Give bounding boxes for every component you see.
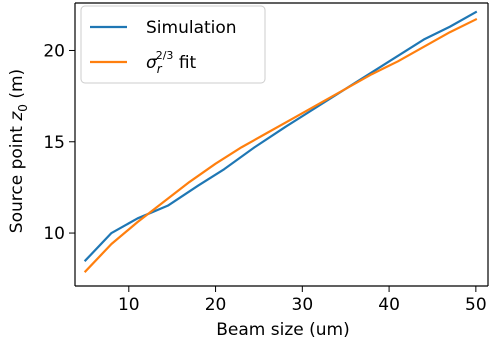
- legend-box: [80, 5, 266, 84]
- y-ticks: 10 15 20: [43, 41, 75, 244]
- y-tick-label: 10: [43, 224, 65, 244]
- x-tick-label: 40: [378, 295, 400, 315]
- legend-fit-sigma: σ: [146, 53, 158, 73]
- legend-label-simulation: Simulation: [146, 18, 237, 38]
- x-tick-label: 10: [118, 295, 140, 315]
- x-ticks: 10 20 30 40 50: [118, 286, 487, 315]
- legend-fit-subscript: r: [157, 62, 163, 76]
- y-axis-label-subscript: 0: [16, 104, 30, 112]
- legend-fit-superscript: 2/3: [156, 49, 174, 62]
- y-tick-label: 15: [43, 133, 65, 153]
- x-axis-label: Beam size (um): [216, 320, 349, 340]
- legend: Simulation σr2/3 fit: [80, 5, 266, 84]
- series-layer: [83, 10, 478, 273]
- series-line-simulation: [83, 10, 478, 262]
- y-axis-label-unit: (m): [7, 69, 27, 104]
- x-tick-label: 30: [292, 295, 314, 315]
- y-axis-label-symbol: z: [7, 111, 27, 122]
- y-tick-label: 20: [43, 41, 65, 61]
- legend-label-fit: σr2/3 fit: [146, 49, 197, 76]
- x-tick-label: 50: [465, 295, 487, 315]
- legend-fit-suffix: fit: [173, 53, 196, 73]
- series-line-fit: [83, 17, 478, 273]
- y-axis-label: Source point z0 (m): [7, 69, 30, 233]
- x-tick-label: 20: [205, 295, 227, 315]
- y-axis-label-prefix: Source point: [7, 121, 27, 234]
